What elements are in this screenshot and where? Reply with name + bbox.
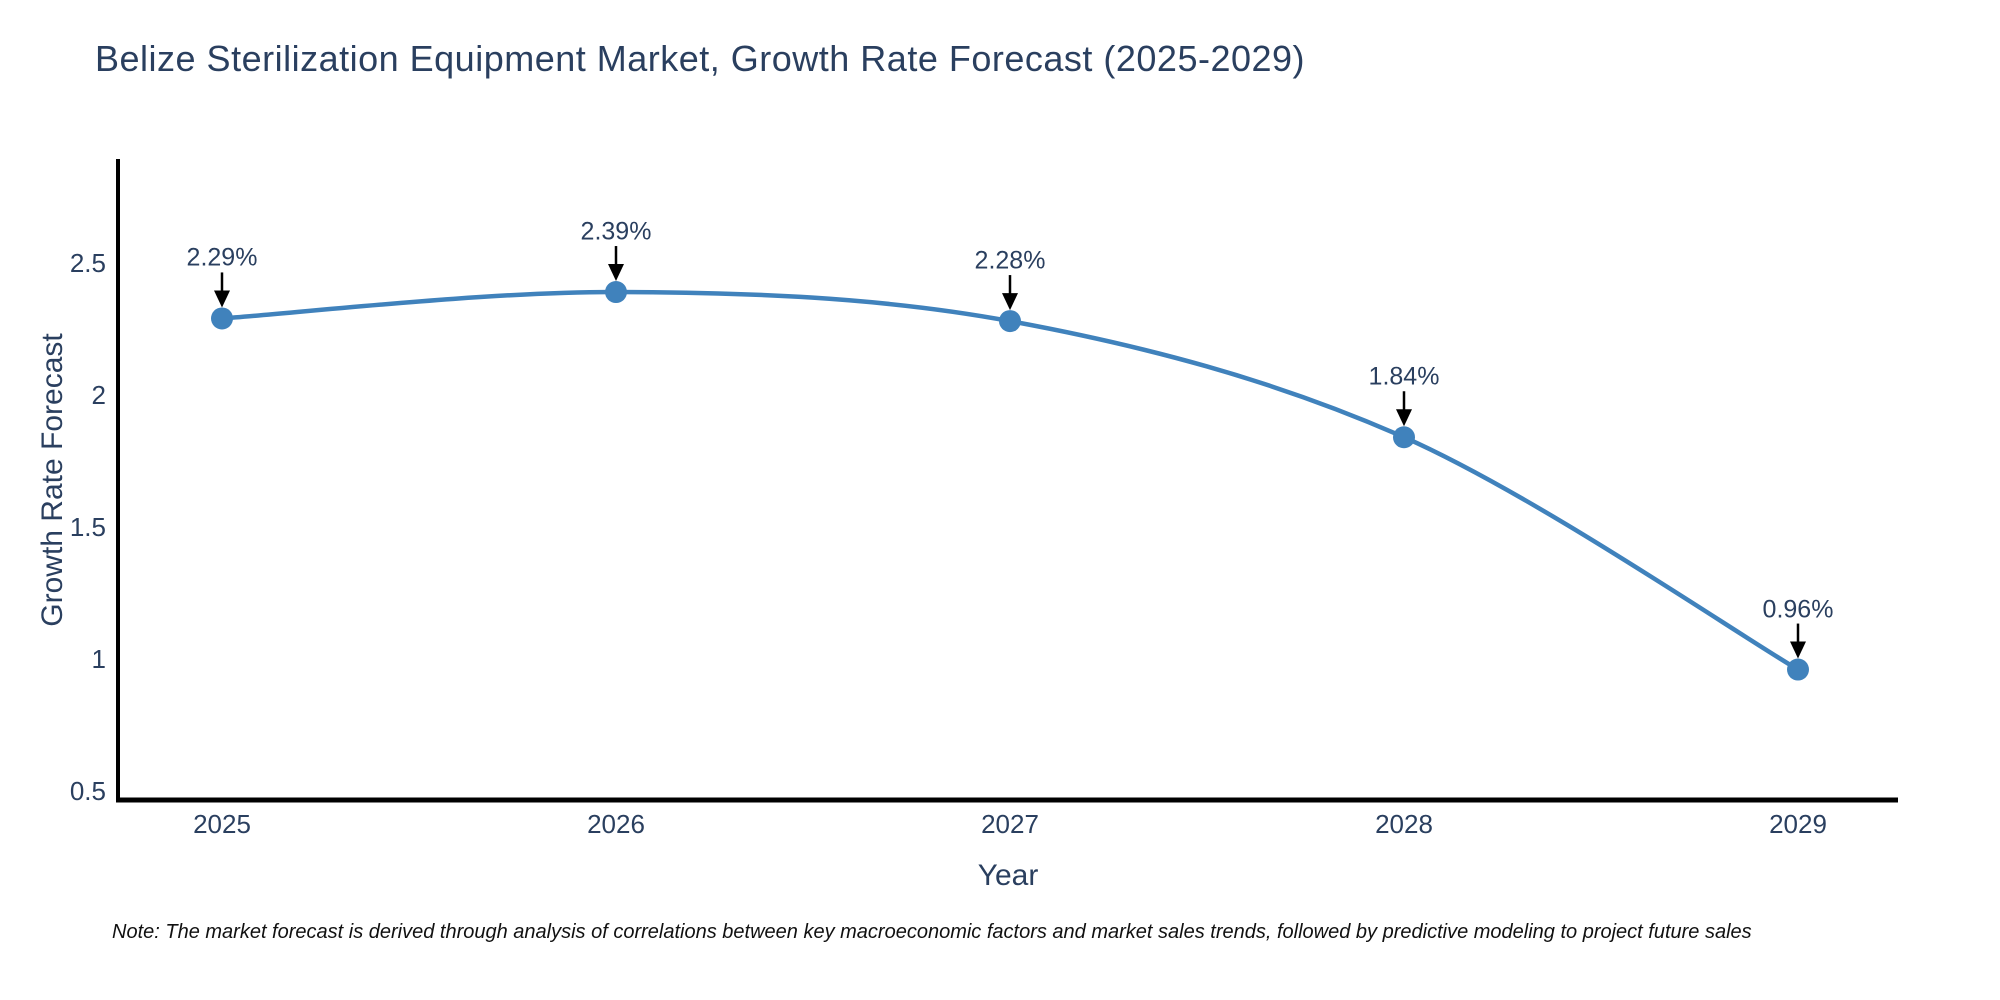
annotation-arrowhead xyxy=(1396,409,1412,427)
y-tick-label: 2 xyxy=(91,380,106,410)
annotation-arrowhead xyxy=(1002,293,1018,311)
y-tick-label: 0.5 xyxy=(69,776,106,806)
annotation-arrowhead xyxy=(214,290,230,308)
x-tick-label: 2027 xyxy=(981,809,1039,839)
data-point-marker[interactable] xyxy=(1787,658,1809,681)
data-point-marker[interactable] xyxy=(605,281,627,304)
x-tick-label: 2025 xyxy=(193,809,251,839)
annotation-arrowhead xyxy=(608,264,624,282)
x-axis-title: Year xyxy=(977,859,1039,892)
point-annotation: 0.96% xyxy=(1762,595,1834,624)
data-point-marker[interactable] xyxy=(999,310,1021,333)
y-tick-label: 1.5 xyxy=(69,512,106,542)
annotation-arrowhead xyxy=(1790,641,1806,659)
point-annotation: 1.84% xyxy=(1368,362,1440,391)
y-axis-title: Growth Rate Forecast xyxy=(36,333,69,627)
forecast-line xyxy=(221,289,1800,672)
x-tick-label: 2028 xyxy=(1375,809,1433,839)
footnote: Note: The market forecast is derived thr… xyxy=(112,921,1752,943)
x-tick-label: 2029 xyxy=(1769,809,1827,839)
y-tick-label: 1 xyxy=(91,644,106,674)
chart-title: Belize Sterilization Equipment Market, G… xyxy=(95,38,1306,79)
x-tick-label: 2026 xyxy=(587,809,645,839)
point-annotation: 2.39% xyxy=(580,217,652,246)
data-point-marker[interactable] xyxy=(1393,426,1415,449)
point-annotation: 2.29% xyxy=(186,243,258,272)
data-point-marker[interactable] xyxy=(211,307,233,330)
point-annotation: 2.28% xyxy=(974,246,1046,275)
y-tick-label: 2.5 xyxy=(69,248,106,278)
